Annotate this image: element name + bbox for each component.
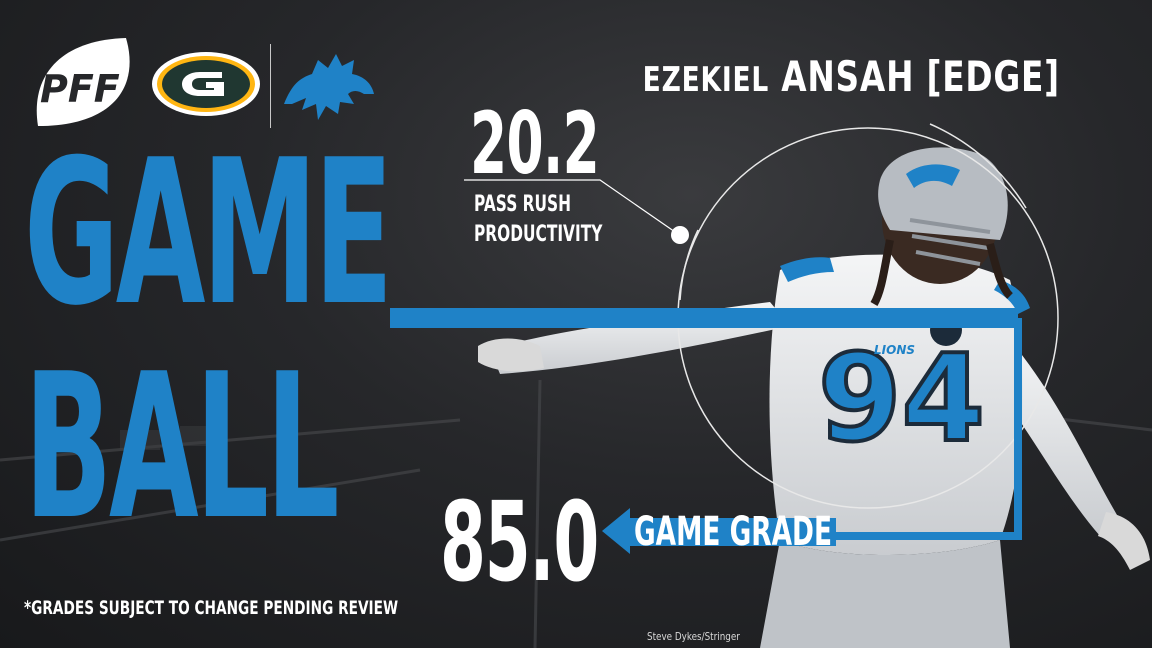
game-grade-value: 85.0 <box>440 478 599 606</box>
highlight-arc-left <box>679 229 699 301</box>
stat-leader-line <box>464 179 679 235</box>
pff-logo: PFF <box>36 38 130 126</box>
pff-logo-text: PFF <box>40 67 120 111</box>
player-first-name: EZEKIEL <box>642 60 770 100</box>
photo-credit: Steve Dykes/Stringer <box>647 630 740 643</box>
stat-label-line1: PASS RUSH <box>474 192 571 217</box>
headline-ball: BALL <box>24 331 340 564</box>
grade-arrow-icon <box>602 508 630 554</box>
stat-label-line2: PRODUCTIVITY <box>474 222 603 247</box>
disclaimer: *GRADES SUBJECT TO CHANGE PENDING REVIEW <box>24 597 399 619</box>
grade-bar <box>626 518 836 546</box>
player-photo: 94 LIONS <box>478 147 1150 648</box>
stat-value: 20.2 <box>470 94 600 194</box>
stat-label: PASS RUSH PRODUCTIVITY <box>474 190 602 250</box>
headline-game: GAME <box>24 117 393 350</box>
jersey-number: 94 <box>818 330 985 469</box>
packers-logo <box>152 52 260 116</box>
player-last-name-position: ANSAH [EDGE] <box>781 52 1060 101</box>
player-name: EZEKIEL ANSAH [EDGE] <box>643 52 1060 101</box>
game-grade-label: GAME GRADE <box>634 509 832 555</box>
logo-divider <box>270 44 271 128</box>
lions-logo <box>284 54 374 120</box>
highlight-arc-top <box>929 123 1027 209</box>
jersey-wordmark: LIONS <box>874 343 915 357</box>
stat-dot <box>671 226 689 244</box>
